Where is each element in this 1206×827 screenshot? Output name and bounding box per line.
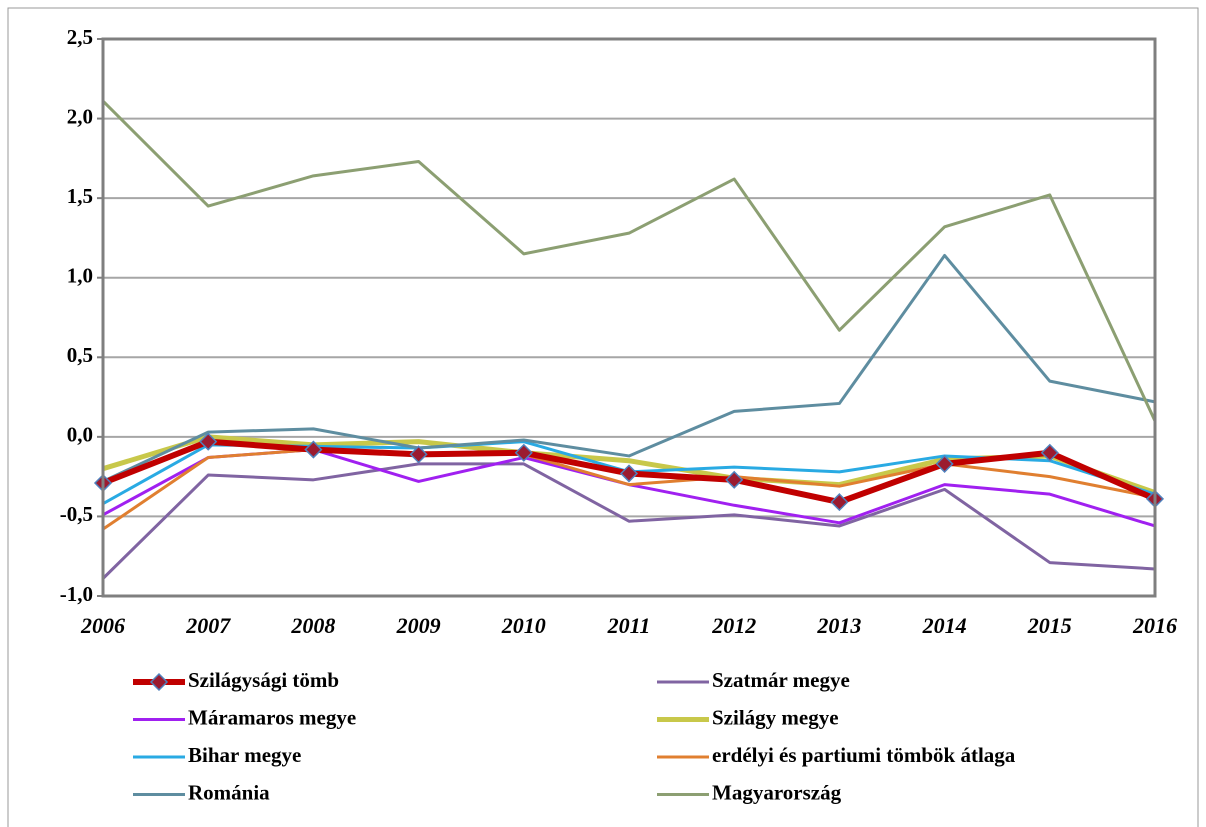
series-marker [199, 432, 218, 451]
series-line [102, 448, 1156, 531]
legend-label: Bihar megye [188, 743, 301, 767]
y-tick-label: 1,0 [67, 264, 93, 288]
y-tick-label: 2,0 [67, 104, 93, 128]
series-marker [1040, 443, 1059, 462]
x-tick-label: 2010 [501, 613, 546, 638]
y-tick-label: 1,5 [67, 184, 93, 208]
series-marker [409, 445, 428, 464]
legend-marker [149, 672, 169, 692]
legend-label: Románia [188, 780, 270, 804]
legend-label: erdélyi és partiumi tömbök átlaga [712, 743, 1016, 767]
x-tick-label: 2009 [396, 613, 441, 638]
legend-label: Szilágysági tömb [188, 668, 339, 692]
y-tick-label: -1,0 [60, 582, 93, 606]
frame [7, 7, 1199, 827]
series-line [102, 253, 1156, 483]
series-marker [935, 454, 954, 473]
x-tick-label: 2006 [80, 613, 125, 638]
series-marker [514, 443, 533, 462]
x-tick-label: 2014 [922, 613, 967, 638]
x-tick-label: 2011 [607, 613, 651, 638]
y-tick-label: -0,5 [60, 502, 93, 526]
x-tick-label: 2008 [290, 613, 335, 638]
x-tick-label: 2016 [1132, 613, 1177, 638]
series-line [101, 462, 1156, 580]
legend-label: Szatmár megye [712, 668, 850, 692]
x-tick-label: 2013 [816, 613, 861, 638]
y-tick-label: 0,5 [67, 343, 93, 367]
series-marker [304, 440, 323, 459]
x-tick-label: 2015 [1027, 613, 1072, 638]
y-tick-label: 0,0 [67, 423, 93, 447]
series-line [101, 100, 1157, 422]
legend-label: Máramaros megye [188, 705, 356, 729]
series-marker [619, 464, 639, 483]
y-tick-label: 2,5 [67, 25, 93, 49]
x-tick-label: 2012 [711, 613, 756, 638]
series-marker [830, 493, 849, 512]
plot-border [101, 37, 1157, 598]
legend-label: Magyarország [712, 780, 842, 804]
series-marker [725, 470, 744, 489]
x-tick-label: 2007 [185, 613, 231, 638]
legend-label: Szilágy megye [712, 705, 839, 729]
